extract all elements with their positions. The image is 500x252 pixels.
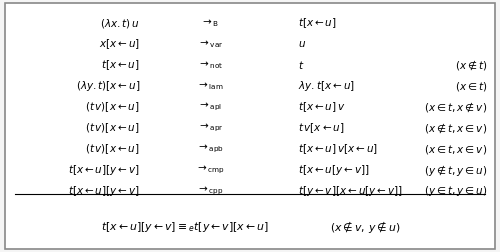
Text: $\rightarrow_{\mathrm{apr}}$: $\rightarrow_{\mathrm{apr}}$ <box>196 122 224 134</box>
Text: $t[x \leftarrow u[y \leftarrow v]]$: $t[x \leftarrow u[y \leftarrow v]]$ <box>298 163 370 177</box>
Text: $\rightarrow_{\mathrm{apl}}$: $\rightarrow_{\mathrm{apl}}$ <box>198 101 222 113</box>
Text: $(x \in t)$: $(x \in t)$ <box>455 80 488 92</box>
Text: $(x \notin v,\, y \notin u)$: $(x \notin v,\, y \notin u)$ <box>330 219 400 235</box>
Text: $t[x \leftarrow u]\, v$: $t[x \leftarrow u]\, v$ <box>298 100 345 114</box>
Text: $(x \notin t)$: $(x \notin t)$ <box>455 58 488 72</box>
Text: $t[x \leftarrow u]$: $t[x \leftarrow u]$ <box>101 58 140 72</box>
Text: $t[x \leftarrow u]\, v[x \leftarrow u]$: $t[x \leftarrow u]\, v[x \leftarrow u]$ <box>298 142 378 156</box>
Text: $(t\, v)[x \leftarrow u]$: $(t\, v)[x \leftarrow u]$ <box>86 100 140 114</box>
Text: $(t\, v)[x \leftarrow u]$: $(t\, v)[x \leftarrow u]$ <box>86 121 140 135</box>
Text: $t[x \leftarrow u]$: $t[x \leftarrow u]$ <box>298 16 337 30</box>
Text: $(\lambda y.t)[x \leftarrow u]$: $(\lambda y.t)[x \leftarrow u]$ <box>76 79 140 93</box>
Text: $\rightarrow_{\mathrm{apb}}$: $\rightarrow_{\mathrm{apb}}$ <box>196 143 224 155</box>
Text: $\rightarrow_{\mathrm{not}}$: $\rightarrow_{\mathrm{not}}$ <box>196 59 224 71</box>
Text: $t[x \leftarrow u][y \leftarrow v]$: $t[x \leftarrow u][y \leftarrow v]$ <box>68 163 140 177</box>
Text: $t\, v[x \leftarrow u]$: $t\, v[x \leftarrow u]$ <box>298 121 344 135</box>
Text: $x[x \leftarrow u]$: $x[x \leftarrow u]$ <box>99 37 140 51</box>
Text: $\rightarrow_{\mathrm{cpp}}$: $\rightarrow_{\mathrm{cpp}}$ <box>196 185 224 197</box>
FancyBboxPatch shape <box>5 3 495 249</box>
Text: $\rightarrow_{\mathrm{B}}$: $\rightarrow_{\mathrm{B}}$ <box>200 17 220 29</box>
Text: $t[x \leftarrow u][y \leftarrow v]$: $t[x \leftarrow u][y \leftarrow v]$ <box>68 184 140 198</box>
Text: $(y \notin t, y \in u)$: $(y \notin t, y \in u)$ <box>424 163 488 178</box>
Text: $(x \in t, x \notin v)$: $(x \in t, x \notin v)$ <box>424 100 488 114</box>
Text: $t$: $t$ <box>298 59 304 71</box>
Text: $\rightarrow_{\mathrm{lam}}$: $\rightarrow_{\mathrm{lam}}$ <box>196 80 224 92</box>
Text: $t[x \leftarrow u][y \leftarrow v] \equiv_e t[y \leftarrow v][x \leftarrow u]$: $t[x \leftarrow u][y \leftarrow v] \equi… <box>101 220 269 234</box>
Text: $(t\, v)[x \leftarrow u]$: $(t\, v)[x \leftarrow u]$ <box>86 142 140 156</box>
Text: $t[y \leftarrow v][x \leftarrow u[y \leftarrow v]]$: $t[y \leftarrow v][x \leftarrow u[y \lef… <box>298 184 403 198</box>
Text: $(x \in t, x \in v)$: $(x \in t, x \in v)$ <box>424 143 488 155</box>
Text: $\rightarrow_{\mathrm{cmp}}$: $\rightarrow_{\mathrm{cmp}}$ <box>195 164 225 176</box>
Text: $(\lambda x.t)\, u$: $(\lambda x.t)\, u$ <box>100 17 140 29</box>
Text: $\lambda y.t[x \leftarrow u]$: $\lambda y.t[x \leftarrow u]$ <box>298 79 354 93</box>
Text: $u$: $u$ <box>298 39 306 49</box>
Text: $\rightarrow_{\mathrm{var}}$: $\rightarrow_{\mathrm{var}}$ <box>196 38 224 50</box>
Text: $(x \notin t, x \in v)$: $(x \notin t, x \in v)$ <box>424 121 488 135</box>
Text: $(y \in t, y \in u)$: $(y \in t, y \in u)$ <box>424 184 488 198</box>
